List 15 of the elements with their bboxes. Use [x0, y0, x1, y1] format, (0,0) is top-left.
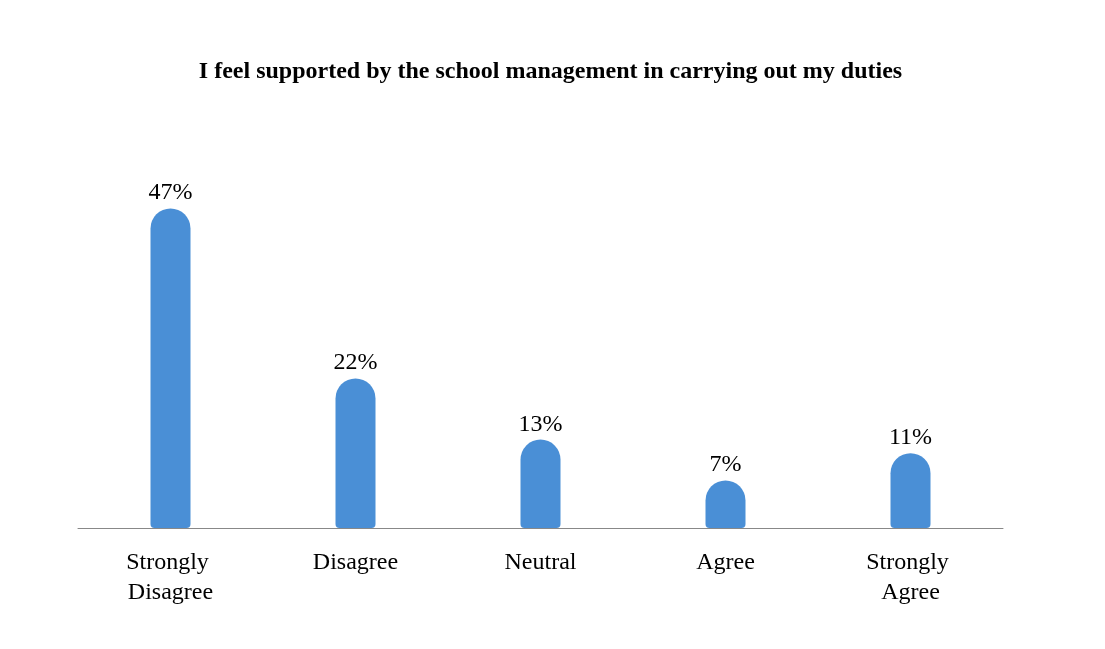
x-tick-label: Disagree — [312, 548, 399, 574]
data-label: 11% — [888, 423, 933, 450]
x-tick-label: Strongly Disagree — [126, 548, 215, 604]
x-tick-label: Neutral — [504, 548, 577, 574]
data-label: 22% — [333, 348, 378, 375]
data-label: 13% — [518, 409, 563, 436]
x-tick-label: Agree — [696, 548, 755, 574]
x-tick-label: Strongly Agree — [866, 548, 955, 604]
data-label: 7% — [709, 450, 742, 477]
bar — [520, 439, 561, 528]
chart-title: I feel supported by the school management in carrying out my duties — [198, 57, 903, 83]
bar — [150, 208, 191, 528]
bar — [890, 453, 931, 528]
data-label: 47% — [148, 178, 193, 205]
bar — [335, 378, 376, 528]
